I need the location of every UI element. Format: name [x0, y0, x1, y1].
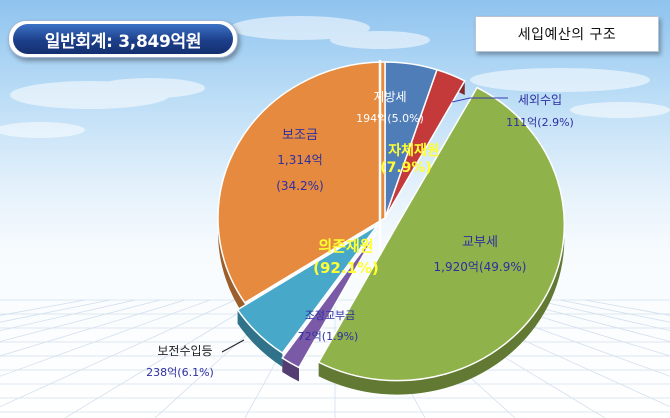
slice-pct-subsidy: (34.2%) — [276, 179, 323, 193]
slice-label-subsidy: 보조금 — [282, 128, 318, 143]
pie-slice-adjust — [281, 229, 379, 369]
structure-label: 세입예산의 구조 — [517, 27, 617, 43]
leader-line-non-tax — [451, 97, 508, 103]
floor-grid — [0, 299, 670, 418]
slice-label-non-tax: 세외수입 — [518, 93, 562, 107]
slice-value-local-tax: 194억(5.0%) — [356, 112, 424, 125]
slice-label-local-tax: 지방세 — [373, 90, 406, 104]
pie-slices — [217, 61, 566, 382]
pie-depth-adjust — [282, 357, 300, 382]
slice-value-subsidy: 1,314억 — [277, 153, 322, 167]
group-label-own-revenue: 자체재원 — [388, 143, 440, 159]
slice-value-adjust: 72억(1.9%) — [298, 330, 359, 343]
slice-value-non-tax: 111억(2.9%) — [506, 116, 574, 129]
page-title-badge: 일반회계: 3,849억원 — [8, 20, 238, 58]
slice-value-preserve: 238억(6.1%) — [146, 366, 214, 379]
group-label-dependent-revenue: 의존재원 — [318, 237, 373, 255]
group-pct-dependent-revenue: (92.1%) — [313, 259, 379, 277]
leader-line-preserve — [221, 339, 245, 353]
structure-label-box: 세입예산의 구조 — [475, 16, 659, 52]
pie-slice-grant — [317, 86, 566, 382]
group-pct-own-revenue: (7.9%) — [380, 160, 432, 176]
slice-label-adjust: 조정교부금 — [305, 309, 356, 322]
pie-slice-subsidy — [217, 61, 386, 304]
slice-label-grant: 교부세 — [462, 235, 498, 250]
pie-slice-preserve — [236, 224, 379, 354]
page-title: 일반회계: 3,849억원 — [13, 24, 233, 54]
slice-value-grant: 1,920억(49.9%) — [434, 260, 527, 274]
slice-label-preserve: 보전수입등 — [157, 344, 212, 358]
pie-slice-non_tax — [384, 68, 466, 219]
